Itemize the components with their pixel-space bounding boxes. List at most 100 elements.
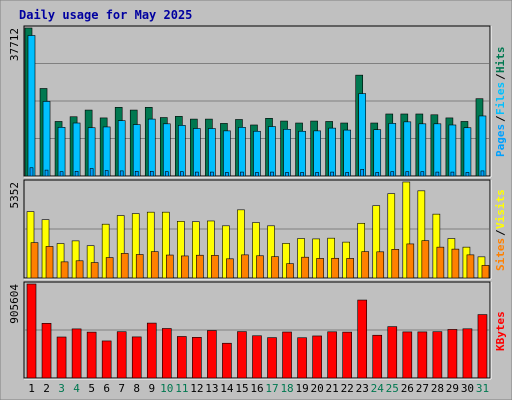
x-tick-label: 15: [235, 382, 248, 395]
bar-sites: [165, 254, 174, 279]
x-tick-label: 19: [295, 382, 308, 395]
x-tick-label: 1: [28, 382, 35, 395]
bar-pages: [360, 169, 365, 177]
bar-visits: [86, 245, 95, 279]
bar-files: [358, 93, 367, 177]
bar-pages: [390, 171, 395, 177]
x-tick-label: 7: [118, 382, 125, 395]
x-tick-label: 20: [311, 382, 324, 395]
bar-pages: [480, 170, 485, 177]
x-tick-label: 18: [280, 382, 293, 395]
bar-sites: [391, 249, 400, 279]
bar-kbytes: [297, 337, 307, 379]
x-tick-label: 2: [43, 382, 50, 395]
bar-visits: [116, 215, 125, 279]
bar-pages: [255, 172, 259, 177]
bar-kbytes: [146, 322, 157, 379]
y-max-label-top: 37712: [8, 28, 21, 61]
bar-pages: [89, 168, 94, 177]
bar-sites: [286, 263, 294, 279]
x-axis: 1 2 3 4 5 6 7 8 9 10 11 12 13 14 15 16 17 18 19 20 21 22 23 24 2…: [28, 382, 489, 395]
x-tick-label: 14: [220, 382, 234, 395]
x-tick-label: 21: [326, 382, 339, 395]
bar-sites: [406, 243, 415, 279]
bar-files: [27, 35, 36, 177]
bar-sites: [436, 246, 445, 279]
bar-kbytes: [282, 331, 292, 379]
bar-files: [72, 122, 81, 177]
legend-bottom: KBytes: [494, 311, 507, 351]
bar-files: [178, 125, 186, 177]
bar-kbytes: [131, 336, 142, 379]
bar-files: [343, 129, 351, 177]
bar-kbytes: [432, 331, 443, 379]
bar-pages: [435, 171, 440, 177]
bar-kbytes: [342, 331, 352, 379]
bar-files: [433, 123, 442, 177]
bar-pages: [285, 172, 289, 177]
x-tick-label: 16: [250, 382, 263, 395]
legend-label: /: [494, 229, 507, 236]
x-tick-label: 12: [190, 382, 203, 395]
bar-kbytes: [357, 299, 368, 379]
legend-label: Visits: [494, 189, 507, 229]
bar-sites: [45, 246, 54, 279]
bar-visits: [192, 221, 200, 279]
bar-pages: [315, 172, 319, 177]
bar-visits: [267, 225, 275, 279]
legend-label: Pages: [494, 124, 507, 157]
bar-visits: [282, 243, 290, 279]
bar-pages: [375, 172, 380, 177]
bar-kbytes: [26, 283, 37, 379]
x-tick-label: 8: [133, 382, 140, 395]
x-tick-label: 22: [341, 382, 354, 395]
bar-sites: [346, 258, 354, 279]
bar-sites: [150, 251, 159, 279]
x-tick-label: 24: [371, 382, 385, 395]
bar-visits: [387, 193, 396, 279]
bar-sites: [271, 256, 279, 279]
bar-files: [313, 130, 321, 177]
x-tick-label: 5: [88, 382, 95, 395]
bar-sites: [120, 253, 129, 279]
bar-files: [193, 128, 201, 177]
bar-files: [298, 130, 306, 177]
x-tick-label: 10: [160, 382, 173, 395]
bar-pages: [149, 170, 154, 177]
bar-pages: [225, 172, 229, 177]
bar-kbytes: [387, 326, 398, 379]
bar-visits: [417, 190, 426, 279]
bar-sites: [361, 251, 370, 279]
bar-visits: [237, 209, 245, 279]
bar-sites: [481, 265, 490, 279]
bar-kbytes: [402, 331, 413, 379]
bar-kbytes: [237, 331, 247, 379]
bar-pages: [104, 170, 109, 177]
bar-sites: [135, 254, 144, 279]
bar-pages: [345, 172, 349, 177]
bar-kbytes: [252, 335, 262, 379]
chart-panels: 37712Pages/Files/Hits5352Sites/Visits905…: [8, 25, 507, 380]
legend-label: Hits: [494, 47, 507, 74]
bar-sites: [241, 254, 249, 279]
bar-visits: [357, 222, 366, 279]
bar-files: [147, 118, 156, 177]
x-tick-label: 11: [175, 382, 188, 395]
x-tick-label: 25: [386, 382, 399, 395]
y-max-label-middle: 5352: [8, 182, 21, 209]
bar-files: [283, 128, 291, 177]
x-tick-label: 27: [416, 382, 429, 395]
bar-files: [418, 123, 427, 177]
bar-visits: [402, 181, 411, 279]
bar-visits: [161, 211, 170, 279]
bar-visits: [177, 221, 185, 279]
bar-sites: [181, 255, 189, 279]
bar-sites: [466, 254, 475, 279]
bar-visits: [222, 225, 230, 279]
chart-title: Daily usage for May 2025: [19, 8, 192, 22]
bar-visits: [131, 213, 140, 279]
legend-label: Files: [494, 82, 507, 115]
bar-files: [238, 127, 246, 177]
